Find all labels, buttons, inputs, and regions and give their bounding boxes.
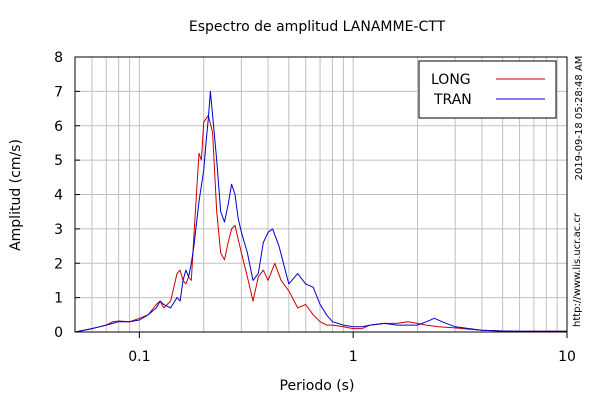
x-tick-label: 10 <box>558 349 576 365</box>
y-tick-label: 5 <box>54 153 63 169</box>
series-line-tran <box>74 90 567 333</box>
y-axis-ticks: 0 1 2 3 4 5 6 7 8 <box>54 50 80 341</box>
y-tick-label: 0 <box>54 325 63 341</box>
x-axis-label: Periodo (s) <box>280 378 355 394</box>
series-lines <box>74 90 567 333</box>
y-tick-label: 3 <box>54 222 63 238</box>
grid <box>74 56 567 333</box>
legend: LONG TRAN <box>418 60 557 119</box>
legend-box <box>418 60 557 119</box>
x-tick-label: 1 <box>349 349 358 365</box>
legend-label-long: LONG <box>431 72 471 88</box>
chart-title: Espectro de amplitud LANAMME-CTT <box>189 19 446 35</box>
y-tick-label: 4 <box>54 188 63 204</box>
series-line-long <box>74 114 567 333</box>
legend-label-tran: TRAN <box>433 92 472 108</box>
y-axis-label: Amplitud (cm/s) <box>8 139 24 251</box>
x-tick-label: 0.1 <box>128 349 150 365</box>
x-axis-ticks: 0.1 1 10 <box>128 332 576 365</box>
y-tick-label: 6 <box>54 119 63 135</box>
y-tick-label: 2 <box>54 256 63 272</box>
y-tick-label: 8 <box>54 50 63 66</box>
source-url-label: http://www.lis.ucr.ac.cr <box>572 212 583 327</box>
timestamp-label: 2019-09-18 05:28:48 AM <box>574 56 585 181</box>
y-tick-label: 1 <box>54 291 63 307</box>
y-tick-label: 7 <box>54 84 63 100</box>
